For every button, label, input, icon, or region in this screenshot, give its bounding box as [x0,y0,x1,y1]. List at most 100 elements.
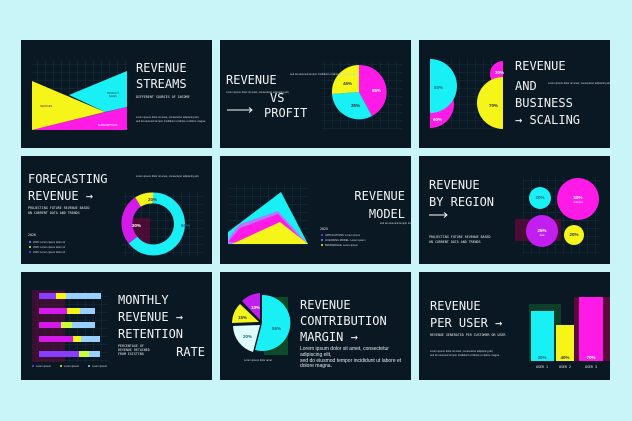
pct-label: 35% [351,103,360,108]
region-label: Asia [540,234,545,237]
pct-label: 70% [489,103,498,108]
legend-item: Lorem ipsum [64,364,79,368]
body-text: Lorem ipsum dolor sit amet, consectetur … [136,115,199,119]
pct-label: 30% [132,223,141,228]
bar-segment [89,351,100,357]
legend-item: 2026: Lorem ipsum dolor sit [33,250,65,254]
legend-dot [29,246,31,248]
title: REVENUE [226,73,277,87]
slide-revenue-model[interactable]: REVENUE MODEL 2025 APPLICATIONS: Lorem i… [220,156,411,264]
title: REVENUE [515,59,566,73]
half-circle [477,77,503,129]
legend-dot [29,251,31,253]
body-text: sed do eiusmod tempor incididunt ut labo… [300,357,402,370]
title: BUSINESS [515,96,573,110]
legend-item: APPLICATIONS: Lorem ipsum [325,233,360,237]
body-text: Lorem ipsum dolor sit amet, consectetur … [300,346,389,358]
pct-label: 25% [537,228,546,233]
title: FORECASTING [28,172,107,186]
subtitle: REVENUE GENERATED PER CUSTOMER OR USER [430,333,505,337]
subtitle: ON CURRENT DATA AND TRENDS [429,240,481,244]
slide-revenue-per-user[interactable]: 30% 40% 70% USER 1 USER 2 USER 3 REVENUE… [419,272,610,380]
legend-dot [321,239,323,241]
bar-segment [39,336,73,342]
pct-label: 40% [560,355,569,360]
subtitle: ON CURRENT DATA AND TRENDS [28,211,80,215]
pct-label: 55% [372,88,381,93]
legend-dot [29,241,31,243]
pct-label: 60% [433,117,442,122]
body-text: sed do eiusmod tempor incididunt ut labo… [290,72,360,76]
pie-slice [359,64,387,116]
title: BY REGION [429,195,494,209]
bar-segment [39,308,67,314]
bar-user-3 [579,297,603,361]
label-subscriptions: SUBSCRIPTIONS [98,124,118,127]
bar-segment [56,293,66,299]
title: VS [270,91,284,105]
area-layer [232,222,308,244]
bar-segment [72,322,95,328]
pct-label: 20% [495,70,504,75]
title: REVENUE [429,178,480,192]
slide-revenue-business-scaling[interactable]: 50% 60% 20% 70% REVENUE AND BUSINESS → S… [419,40,610,148]
title: REVENUE → [28,189,93,203]
legend-dot [88,365,90,367]
label-sales: SALES [109,95,117,98]
bar-segment [39,322,61,328]
legend-item: 2026: Lorem ipsum dolor sit [33,245,65,249]
body-text: sed do eiusmod tempor incididunt ut labo… [430,353,500,357]
year-label: 2026 [28,233,36,237]
title: → SCALING [515,113,580,127]
pct-label: 50% [181,223,190,228]
subtitle: PERCENTAGE OF [118,344,144,348]
body-text: sed do eiusmod tempor incididunt ut labo… [380,221,411,225]
half-circle [430,59,457,113]
bubble [529,187,551,209]
pct-label: 50% [573,195,582,200]
title: AND [515,79,537,93]
title: REVENUE [136,61,187,75]
pct-label: 50% [434,85,443,90]
legend-dot [60,365,62,367]
subtitle: PROJECTING FUTURE REVENUE BASED [429,235,491,239]
pct-label: 30% [537,355,546,360]
slide-revenue-streams[interactable]: SERVICES PRODUCT SALES SUBSCRIPTIONS REV… [21,40,212,148]
slide-monthly-revenue-retention[interactable]: Lorem ipsum Lorem ipsum Lorem ipsum MONT… [21,272,212,380]
donut-segment [121,197,142,244]
pie-slice [232,304,259,323]
caption: Lorem ipsum dolor amet [244,358,272,362]
pct-label: 10% [251,305,260,310]
arrow-icon [429,212,448,218]
body-text: sed do eiusmod tempor incididunt ut labo… [136,119,206,123]
title: PER USER → [430,316,502,330]
year-label: 2025 [320,227,328,231]
legend-item: Lorem ipsum [36,364,51,368]
pct-label: 20% [569,232,578,237]
bar-segment [73,336,81,342]
title: CONTRIBUTION [300,314,387,328]
title: RATE [176,345,205,359]
label-services: SERVICES [40,105,52,108]
bar-segment [39,293,56,299]
bar-user-1 [531,311,554,361]
pct-label: 55% [272,326,281,331]
bar-segment [61,322,72,328]
bar-segment [79,351,89,357]
bar-segment [67,308,80,314]
title: MARGIN → [300,330,358,344]
slide-forecasting-revenue[interactable]: 20% 30% 50% FORECASTING REVENUE → PROJEC… [21,156,212,264]
slide-revenue-contribution-margin[interactable]: 55% 20% 15% 10% Lorem ipsum dolor amet R… [220,272,411,380]
slide-revenue-vs-profit[interactable]: 45% 55% 35% REVENUE VS PROFIT Lorem ipsu… [220,40,411,148]
slide-revenue-by-region[interactable]: 20% 50% Australia 25% Asia 20% REVENUE B… [419,156,610,264]
bar-segment [80,308,95,314]
title: REVENUE [354,189,405,203]
pie-slice [255,294,291,351]
bar-segment [39,351,79,357]
subtitle: REVENUE RETAINED [118,348,150,352]
subtitle: PROJECTING FUTURE REVENUE BASED [28,206,90,210]
title: STREAMS [136,77,187,91]
donut-segment [128,192,185,256]
pct-label: 45% [343,81,352,86]
body-text: Lorem ipsum dolor sit amet, consectetur … [226,90,289,94]
